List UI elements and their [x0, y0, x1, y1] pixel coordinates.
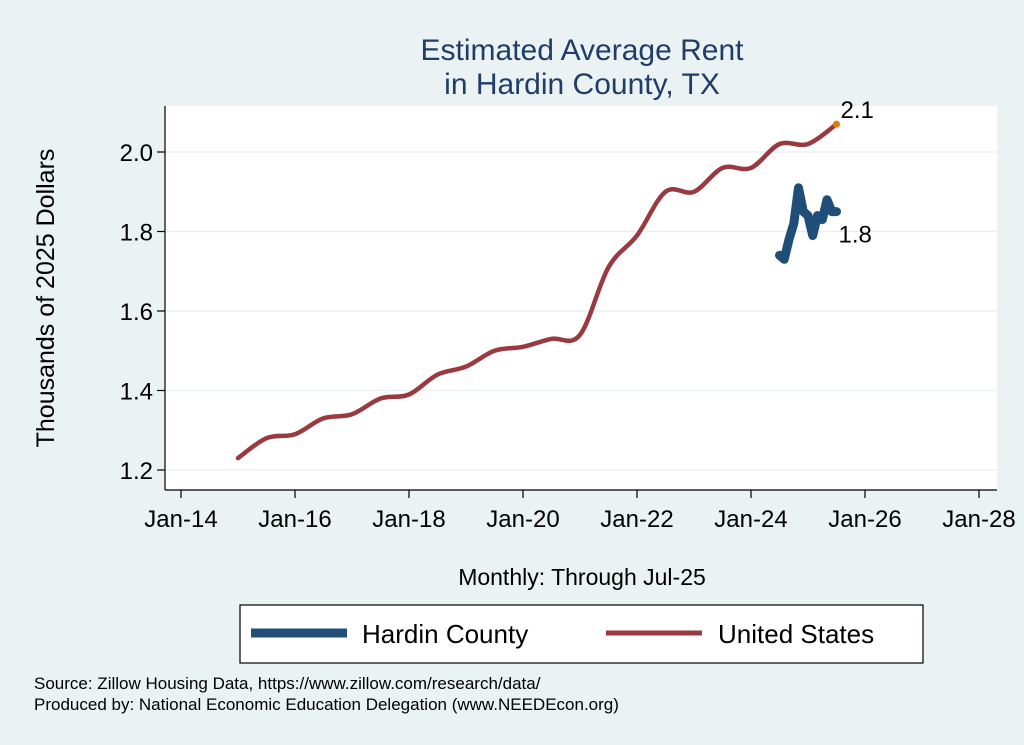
x-tick-label: Jan-22	[600, 506, 673, 533]
end-label-united-states: 2.1	[841, 97, 874, 124]
x-axis-title: Monthly: Through Jul-25	[458, 564, 706, 590]
x-tick-label: Jan-26	[828, 506, 901, 533]
legend: Hardin County United States	[251, 619, 874, 649]
legend-label-hardin-county: Hardin County	[362, 619, 528, 649]
end-label-hardin-county: 1.8	[839, 222, 872, 249]
series-end-marker-united-states	[833, 120, 840, 128]
x-tick-label: Jan-28	[942, 506, 1015, 533]
x-tick-label: Jan-20	[486, 506, 559, 533]
producer-line: Produced by: National Economic Education…	[34, 695, 619, 714]
end-labels: 2.1 1.8	[839, 97, 874, 248]
series-line-hardin-county	[775, 183, 841, 264]
x-tick-label: Jan-16	[258, 506, 331, 533]
source-line: Source: Zillow Housing Data, https://www…	[34, 674, 541, 693]
y-tick-label: 2.0	[120, 140, 153, 167]
x-tick-label: Jan-14	[144, 506, 217, 533]
x-tick-label: Jan-18	[372, 506, 445, 533]
chart-title-line-2: in Hardin County, TX	[444, 68, 720, 101]
plot-area	[165, 106, 997, 490]
y-tick-label: 1.8	[120, 220, 153, 247]
chart-title-line-1: Estimated Average Rent	[421, 34, 745, 67]
series-line-united-states	[235, 121, 839, 461]
x-axis-ticks: Jan-14 Jan-16 Jan-18 Jan-20 Jan-22 Jan-24 Jan-…	[144, 490, 1016, 533]
y-tick-label: 1.6	[120, 299, 153, 326]
gridlines	[165, 151, 997, 471]
x-tick-label: Jan-24	[714, 506, 787, 533]
legend-box	[239, 604, 924, 664]
legend-label-united-states: United States	[718, 619, 874, 649]
y-axis-title: Thousands of 2025 Dollars	[32, 149, 60, 448]
y-tick-label: 1.4	[120, 379, 153, 406]
series-lines	[235, 120, 841, 461]
y-axis-ticks: 1.2 1.4 1.6 1.8 2.0	[120, 140, 165, 485]
y-tick-label: 1.2	[120, 458, 153, 485]
